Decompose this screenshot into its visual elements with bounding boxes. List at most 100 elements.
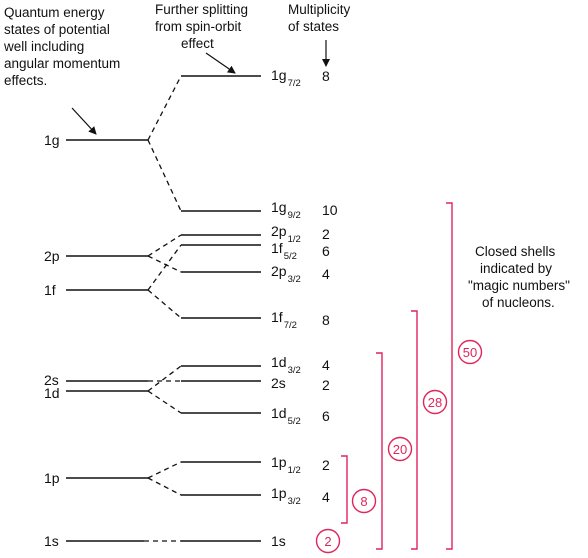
- connector-1d-3/2: [147, 365, 182, 392]
- left-note-line-3: well including: [3, 39, 84, 54]
- split-label-1p32-main: 1p: [271, 485, 287, 501]
- split-label-1g92-main: 1g: [271, 199, 287, 215]
- split-label-1s: 1s: [271, 533, 286, 549]
- connector-2p-3/2: [147, 255, 182, 273]
- multiplicity-1p12: 2: [322, 457, 330, 473]
- middle-note-line-1: Further splitting: [155, 2, 248, 17]
- magic-circle-50-ring: [457, 339, 483, 365]
- split-label-2p32-sub: 3/2: [288, 274, 301, 285]
- split-label-2p12-main: 2p: [271, 223, 287, 239]
- split-label-1f72-sub: 7/2: [284, 320, 297, 331]
- split-label-1p12: 1p1/2: [271, 454, 301, 476]
- left-note-line-2: states of potential: [4, 22, 110, 37]
- connector-1g-7/2: [147, 75, 182, 141]
- magic-circle-20: 20: [387, 436, 413, 462]
- level-label-2p: 2p: [44, 248, 60, 264]
- multiplicity-1p32: 4: [322, 489, 330, 505]
- magic-number-28: 28: [428, 395, 442, 410]
- multiplicity-1d32: 4: [322, 357, 330, 373]
- split-label-1f52: 1f5/2: [271, 240, 297, 262]
- splitting-connectors: [144, 75, 182, 542]
- split-label-1p12-main: 1p: [271, 454, 287, 470]
- left-note-line-4: angular momentum: [4, 56, 120, 71]
- magic-circle-50: 50: [457, 339, 483, 365]
- magic-circle-2-ring: [315, 528, 341, 554]
- magic-circle-8: 8: [351, 488, 377, 514]
- right-note-line-2: of states: [288, 19, 339, 34]
- split-label-1d32: 1d3/2: [271, 354, 301, 376]
- magic-circle-8-ring: [351, 488, 377, 514]
- split-label-1d32-main: 1d: [271, 354, 287, 370]
- multiplicity-1f52: 6: [322, 243, 330, 259]
- split-label-2s: 2s: [271, 375, 286, 391]
- multiplicity-1f72: 8: [322, 312, 330, 328]
- multiplicity-2p32: 4: [322, 266, 330, 282]
- multiplicity-1d52: 6: [322, 408, 330, 424]
- bracket-20: [376, 352, 383, 550]
- middle-note-line-2: from spin-orbit: [155, 19, 242, 34]
- multiplicity-2p12: 2: [322, 226, 330, 242]
- connector-1f-5/2: [147, 244, 182, 291]
- split-label-1f52-sub: 5/2: [284, 251, 297, 262]
- left-levels: [66, 139, 148, 542]
- connector-1p-1/2: [147, 461, 182, 479]
- connector-1p-3/2: [147, 477, 182, 496]
- split-label-1f52-main: 1f: [271, 240, 283, 256]
- connector-2p-1/2: [147, 234, 182, 257]
- level-label-1g: 1g: [44, 132, 60, 148]
- middle-note-line-3: effect: [181, 36, 214, 51]
- connector-1f-7/2: [147, 289, 182, 319]
- connector-1d-5/2: [147, 390, 182, 414]
- split-label-2p32: 2p3/2: [271, 263, 301, 285]
- level-label-1s: 1s: [44, 533, 59, 549]
- magic-circle-20-ring: [387, 436, 413, 462]
- split-label-1d52-sub: 5/2: [288, 416, 301, 427]
- split-label-2p32-main: 2p: [271, 263, 287, 279]
- split-label-1f72: 1f7/2: [271, 309, 297, 331]
- right-note-line-1: Multiplicity: [288, 2, 351, 17]
- split-label-1g72: 1g7/2: [271, 67, 301, 89]
- split-label-1d52: 1d5/2: [271, 405, 301, 427]
- multiplicity-1g92: 10: [322, 202, 338, 218]
- closed-shells-line-1: Closed shells: [475, 244, 556, 259]
- left-note-line-5: effects.: [4, 73, 47, 88]
- split-label-2p12-sub: 1/2: [288, 234, 301, 245]
- magic-brackets: [341, 202, 453, 550]
- multiplicity-2s: 2: [322, 377, 330, 393]
- connector-1g-9/2: [147, 139, 182, 212]
- left-note-arrow: [71, 107, 97, 135]
- bracket-50: [446, 202, 453, 550]
- level-label-1f: 1f: [44, 282, 56, 298]
- split-label-1g92-sub: 9/2: [288, 210, 301, 221]
- bracket-28: [411, 310, 418, 550]
- level-label-1p: 1p: [44, 470, 60, 486]
- right-levels: [181, 75, 261, 542]
- magic-number-20: 20: [393, 442, 407, 457]
- magic-number-8: 8: [360, 494, 367, 509]
- magic-circle-28-ring: [422, 389, 448, 415]
- closed-shells-line-4: of nucleons.: [482, 295, 555, 310]
- split-label-2p12: 2p1/2: [271, 223, 301, 245]
- multiplicity-1g72: 8: [322, 68, 330, 84]
- level-label-1d: 1d: [44, 385, 60, 401]
- split-label-1g72-sub: 7/2: [288, 78, 301, 89]
- split-label-1p32: 1p3/2: [271, 485, 301, 507]
- split-label-1d52-main: 1d: [271, 405, 287, 421]
- magic-number-2: 2: [324, 534, 331, 549]
- split-label-1g92: 1g9/2: [271, 199, 301, 221]
- split-label-1f72-main: 1f: [271, 309, 283, 325]
- closed-shells-line-3: "magic numbers": [468, 278, 570, 293]
- bracket-8: [341, 455, 348, 524]
- split-label-1p12-sub: 1/2: [288, 465, 301, 476]
- middle-note-arrow: [205, 52, 236, 74]
- level-label-2s: 2s: [44, 372, 59, 388]
- magic-number-50: 50: [463, 345, 477, 360]
- split-label-1d32-sub: 3/2: [288, 365, 301, 376]
- magic-circle-28: 28: [422, 389, 448, 415]
- magic-circle-2: 2: [315, 528, 341, 554]
- split-label-1g72-main: 1g: [271, 67, 287, 83]
- split-label-1p32-sub: 3/2: [288, 496, 301, 507]
- closed-shells-line-2: indicated by: [480, 261, 552, 276]
- left-note-line-1: Quantum energy: [4, 5, 105, 20]
